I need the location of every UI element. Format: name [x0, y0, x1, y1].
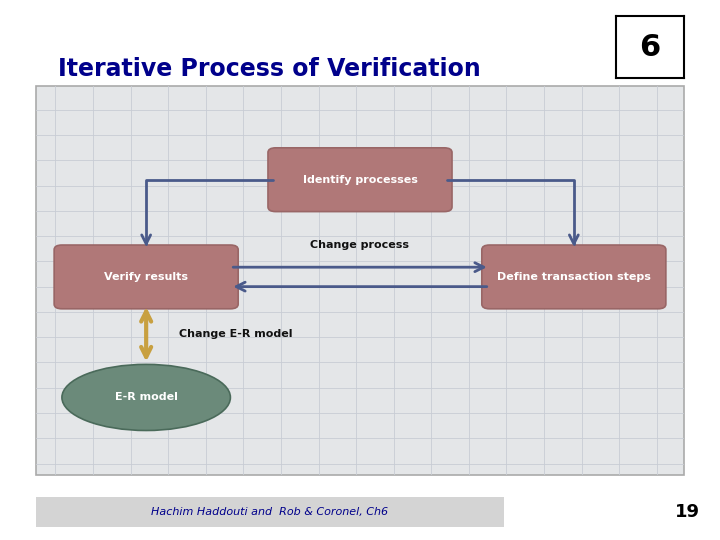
Text: Change process: Change process — [310, 240, 410, 249]
FancyBboxPatch shape — [54, 245, 238, 309]
Text: Hachim Haddouti and  Rob & Coronel, Ch6: Hachim Haddouti and Rob & Coronel, Ch6 — [151, 507, 389, 517]
Text: E-R model: E-R model — [114, 393, 178, 402]
Text: Change E-R model: Change E-R model — [179, 329, 292, 339]
Text: 6: 6 — [639, 33, 660, 62]
Text: Identify processes: Identify processes — [302, 175, 418, 185]
FancyBboxPatch shape — [268, 148, 452, 212]
Text: Verify results: Verify results — [104, 272, 188, 282]
Text: Iterative Process of Verification: Iterative Process of Verification — [58, 57, 480, 80]
FancyBboxPatch shape — [36, 86, 684, 475]
Text: 19: 19 — [675, 503, 700, 521]
Ellipse shape — [62, 364, 230, 430]
Text: Define transaction steps: Define transaction steps — [497, 272, 651, 282]
FancyBboxPatch shape — [482, 245, 666, 309]
FancyBboxPatch shape — [36, 497, 504, 526]
